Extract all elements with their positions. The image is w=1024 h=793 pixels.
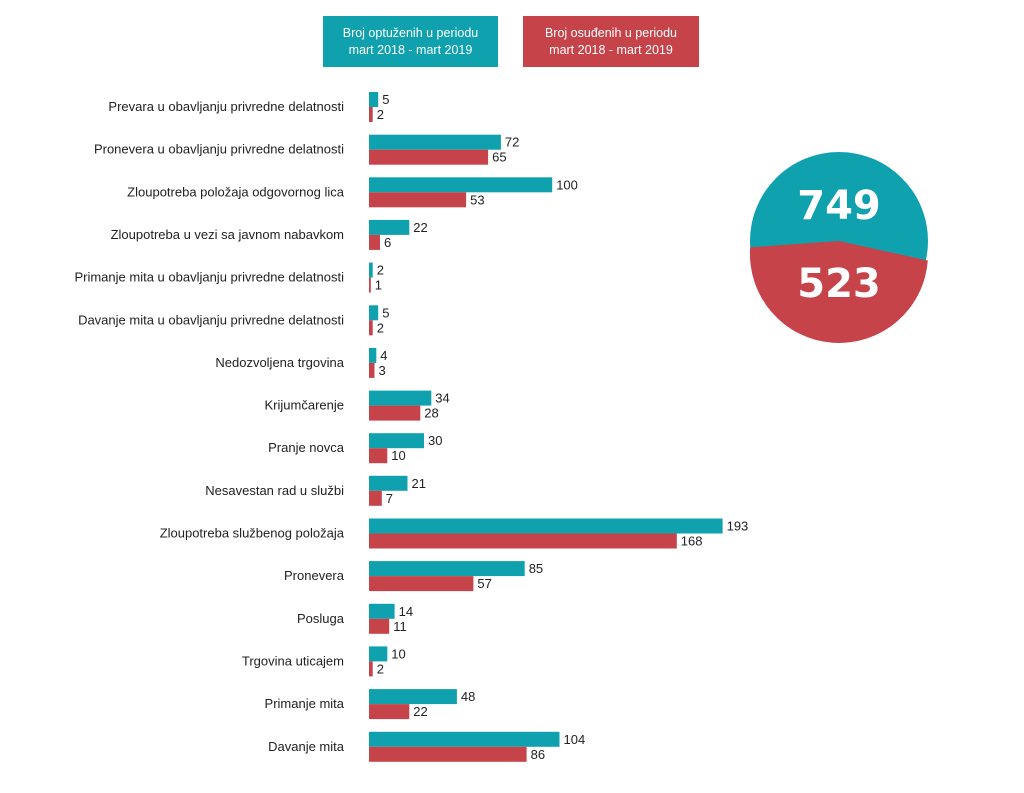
- value-label-accused: 10: [391, 646, 405, 661]
- bar-accused: [369, 92, 379, 107]
- value-label-convicted: 57: [477, 576, 491, 591]
- category-label: Posluga: [297, 611, 345, 626]
- category-label: Zloupotreba položaja odgovornog lica: [127, 184, 345, 199]
- bar-convicted: [369, 704, 410, 720]
- bar-convicted: [369, 234, 380, 250]
- legend-convicted: Broj osuđenih u periodu mart 2018 - mart…: [523, 16, 699, 67]
- bar-convicted: [369, 746, 527, 762]
- legend-accused-line1: Broj optuženih u periodu: [342, 25, 479, 40]
- value-label-convicted: 2: [377, 107, 384, 122]
- category-label: Prevara u obavljanju privredne delatnost…: [108, 99, 344, 114]
- bar-convicted: [369, 533, 677, 549]
- bar-convicted: [369, 107, 373, 122]
- bar-convicted: [369, 618, 390, 634]
- bar-accused: [369, 433, 424, 449]
- bar-convicted: [369, 320, 373, 336]
- value-label-accused: 30: [428, 433, 442, 448]
- value-label-accused: 193: [727, 519, 749, 534]
- value-label-convicted: 11: [393, 619, 407, 634]
- bar-convicted: [369, 149, 489, 165]
- bar-convicted: [369, 490, 382, 506]
- category-label: Trgovina uticajem: [242, 653, 344, 668]
- value-label-accused: 5: [382, 305, 389, 320]
- total-accused: 749: [797, 183, 881, 229]
- bar-convicted: [369, 405, 421, 421]
- bar-accused: [369, 347, 377, 363]
- bar-convicted: [369, 576, 474, 592]
- bar-convicted: [369, 277, 371, 293]
- value-label-accused: 104: [564, 732, 586, 747]
- totals-circle: 749 523: [749, 152, 928, 343]
- value-label-accused: 72: [505, 135, 519, 150]
- legend-convicted-line2: mart 2018 - mart 2019: [549, 42, 673, 57]
- value-label-convicted: 53: [470, 192, 484, 207]
- value-label-accused: 14: [399, 604, 413, 619]
- category-label: Primanje mita u obavljanju privredne del…: [74, 270, 344, 285]
- value-label-convicted: 6: [384, 235, 391, 250]
- value-label-convicted: 7: [386, 491, 393, 506]
- category-label: Davanje mita: [268, 739, 345, 754]
- category-label: Pronevera u obavljanju privredne delatno…: [94, 142, 344, 157]
- bar-accused: [369, 177, 553, 193]
- value-label-convicted: 65: [492, 150, 506, 165]
- value-label-accused: 34: [435, 391, 449, 406]
- category-label: Davanje mita u obavljanju privredne dela…: [78, 312, 344, 327]
- value-label-accused: 21: [412, 476, 426, 491]
- legend-convicted-line1: Broj osuđenih u periodu: [544, 25, 678, 40]
- bar-accused: [369, 646, 388, 662]
- value-label-accused: 5: [382, 92, 389, 107]
- bar-accused: [369, 731, 560, 747]
- category-label: Pranje novca: [268, 440, 345, 455]
- value-label-accused: 22: [413, 220, 427, 235]
- legend-accused-line2: mart 2018 - mart 2019: [348, 42, 473, 57]
- bar-accused: [369, 305, 379, 321]
- value-label-accused: 48: [461, 689, 475, 704]
- category-label: Pronevera: [284, 568, 345, 583]
- bar-accused: [369, 219, 410, 235]
- bar-convicted: [369, 448, 388, 464]
- value-label-convicted: 10: [391, 448, 405, 463]
- value-label-convicted: 28: [424, 406, 438, 421]
- value-label-convicted: 22: [413, 704, 427, 719]
- bar-accused: [369, 134, 501, 150]
- value-label-accused: 2: [377, 263, 384, 278]
- category-label: Krijumčarenje: [265, 398, 344, 413]
- bar-convicted: [369, 362, 375, 378]
- totals-circle-convicted: [749, 241, 928, 343]
- category-label: Primanje mita: [265, 696, 345, 711]
- value-label-convicted: 2: [377, 661, 384, 676]
- value-label-accused: 85: [529, 561, 543, 576]
- total-convicted: 523: [797, 261, 881, 307]
- category-label: Nedozvoljena trgovina: [215, 355, 344, 370]
- legend-accused: Broj optuženih u periodu mart 2018 - mar…: [323, 16, 498, 67]
- bar-accused: [369, 561, 525, 577]
- category-label: Zloupotreba službenog položaja: [160, 526, 345, 541]
- value-label-accused: 100: [556, 177, 578, 192]
- value-label-convicted: 2: [377, 320, 384, 335]
- value-label-convicted: 86: [531, 747, 545, 762]
- bar-accused: [369, 603, 395, 619]
- bar-accused: [369, 262, 373, 278]
- value-label-accused: 4: [380, 348, 387, 363]
- bar-accused: [369, 518, 723, 534]
- bar-accused: [369, 475, 408, 491]
- bar-accused: [369, 689, 457, 705]
- bar-convicted: [369, 661, 373, 677]
- category-label: Zloupotreba u vezi sa javnom nabavkom: [111, 227, 344, 242]
- value-label-convicted: 1: [375, 278, 382, 293]
- value-label-convicted: 168: [681, 534, 703, 549]
- category-label: Nesavestan rad u službi: [205, 483, 344, 498]
- bar-accused: [369, 390, 432, 406]
- value-label-convicted: 3: [379, 363, 386, 378]
- bar-convicted: [369, 192, 467, 208]
- bars-layer: Prevara u obavljanju privredne delatnost…: [74, 92, 748, 762]
